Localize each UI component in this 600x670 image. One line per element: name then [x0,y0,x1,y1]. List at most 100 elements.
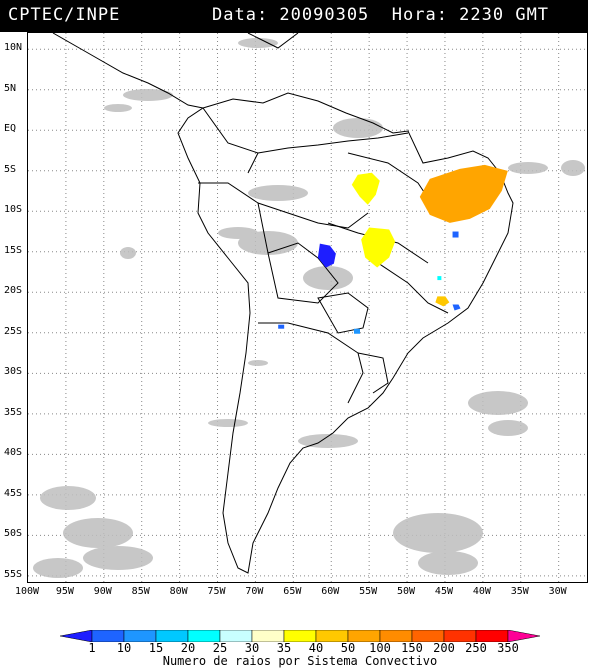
colombia-border [202,107,259,174]
colorbar-label: 40 [308,641,324,655]
state-borders-3 [377,262,449,314]
colorbar-segment [283,630,317,642]
colorbar-label: 250 [465,641,487,655]
colorbar-segment [379,630,413,642]
colorbar-segment [475,630,509,642]
colorbar-segment [411,630,445,642]
lon-label: 45W [434,586,453,597]
header-datetime: Data: 20090305 Hora: 2230 GMT [212,5,550,25]
cloud-cover [33,38,585,578]
colorbar-label: 200 [433,641,455,655]
convective-systems [278,164,508,334]
cloud-patch [120,247,136,259]
map-canvas[interactable] [28,33,588,583]
colorbar-segment [443,630,477,642]
colorbar-label: 150 [401,641,423,655]
lat-label: 55S [4,568,23,580]
bolivia-border [267,242,339,304]
central-america-coast [52,33,204,109]
cloud-patch [238,38,278,48]
cloud-patch [468,391,528,415]
lon-label: 80W [169,586,188,597]
map-frame[interactable] [27,32,588,583]
colorbar-label: 20 [180,641,196,655]
lon-label: 50W [397,586,416,597]
lon-label: 100W [14,586,40,597]
convective-system-paraguay-blue [353,328,360,334]
cloud-patch [418,551,478,575]
colorbar-segment [219,630,253,642]
lon-label: 35W [510,586,529,597]
colorbar-label: 25 [212,641,228,655]
argentina-border [258,322,364,404]
convective-system-argentina-blue [278,324,285,329]
cloud-patch [488,420,528,436]
lat-label: 10N [4,42,23,54]
gridlines [28,33,587,582]
cloud-patch [40,486,96,510]
lat-label: EQ [4,123,17,135]
colorbar-segment [155,630,189,642]
convective-system-bahia-blue [452,231,459,238]
colorbar-segment [251,630,285,642]
convective-system-minas-yellow [435,296,450,307]
colorbar-segment [347,630,381,642]
cloud-patch [248,185,308,201]
header-bar: CPTEC/INPE Data: 20090305 Hora: 2230 GMT [0,0,588,32]
colorbar-segment [507,630,540,642]
colorbar-segment [123,630,157,642]
colorbar-label: 10 [116,641,132,655]
lat-label: 20S [4,285,23,297]
colorbar [60,630,540,642]
lat-label: 25S [4,325,23,337]
colorbar-title: Numero de raios por Sistema Convectivo [162,654,438,668]
colorbar-segment [60,630,93,642]
cloud-patch [238,231,298,255]
convective-system-central-brazil-west [351,172,380,205]
colorbar-label: 350 [497,641,519,655]
cloud-patch [303,266,353,290]
lat-label: 5N [4,82,17,94]
lon-label: 60W [321,586,340,597]
colorbar-label: 1 [88,641,96,655]
colorbar-label: 35 [276,641,292,655]
cloud-patch [393,513,483,553]
lat-label: 30S [4,366,23,378]
uruguay-border [357,352,389,394]
amazon-river [257,132,409,154]
lon-label: 75W [207,586,226,597]
caribbean-coast [247,33,299,49]
cloud-patch [333,118,383,138]
colorbar-segment [315,630,349,642]
lat-label: 35S [4,406,23,418]
colorbar-label: 30 [244,641,260,655]
peru-border [198,182,269,254]
paraguay-border [317,292,369,334]
colorbar-segment [187,630,221,642]
south-america-coast [177,92,514,574]
lon-label: 90W [93,586,112,597]
brazil-border [257,202,369,229]
lat-label: 10S [4,204,23,216]
coastline [52,33,514,574]
lon-label: 70W [245,586,264,597]
cloud-patch [83,546,153,570]
lon-label: 55W [359,586,378,597]
lon-label: 65W [283,586,302,597]
header-org: CPTEC/INPE [8,5,121,25]
lon-label: 40W [472,586,491,597]
lon-label: 30W [548,586,567,597]
convective-system-southeast-blue [452,304,461,311]
convective-system-central-brazil-south [361,227,396,268]
colorbar-label: 100 [369,641,391,655]
cloud-patch [123,89,173,101]
cloud-patch [104,104,132,112]
cloud-patch [248,360,268,366]
lat-label: 15S [4,244,23,256]
colorbar-label: 15 [148,641,164,655]
colorbar-label: 50 [340,641,356,655]
lat-label: 50S [4,528,23,540]
convective-system-goias-cyan [437,276,442,281]
cloud-patch [508,162,548,174]
lat-label: 40S [4,447,23,459]
